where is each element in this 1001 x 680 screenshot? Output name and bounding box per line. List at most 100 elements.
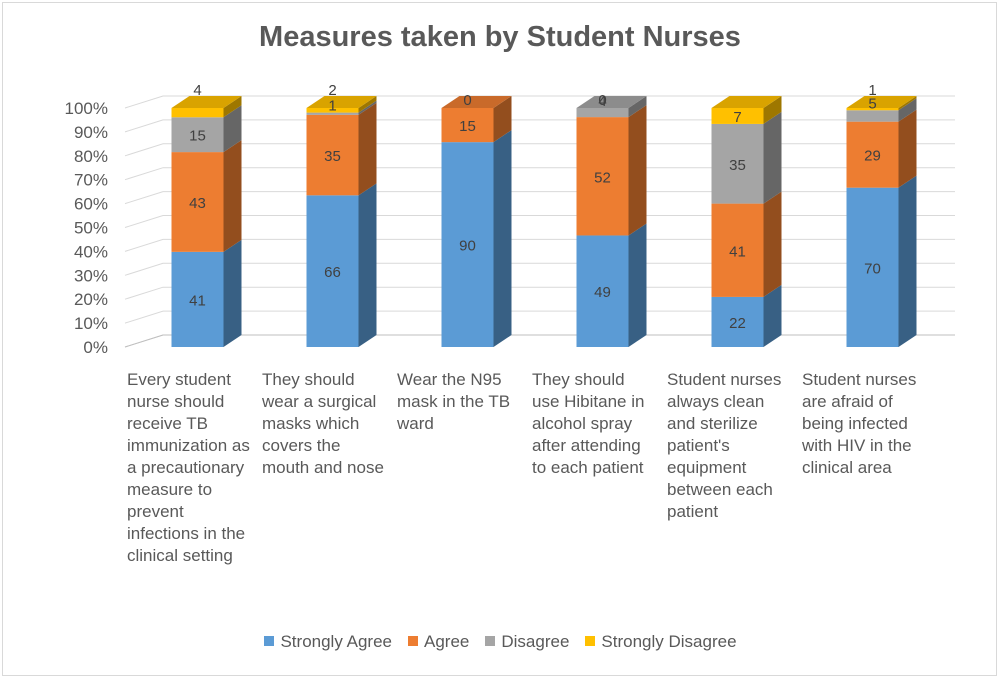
bar-front	[441, 108, 494, 143]
gridlines	[124, 95, 955, 348]
data-label: 5	[868, 95, 876, 112]
bar-front	[171, 117, 224, 153]
gridline	[124, 191, 955, 205]
bar-side	[628, 223, 647, 347]
bar-front	[576, 108, 629, 118]
bar-segment-strongly-agree	[171, 239, 242, 347]
bar-front	[846, 187, 899, 347]
bar-segment-agree	[171, 140, 242, 252]
bar-top	[576, 96, 647, 108]
bar-segment-disagree	[711, 111, 782, 204]
gridline	[124, 215, 955, 228]
bar-front	[846, 108, 899, 111]
bar-top	[441, 96, 512, 108]
legend-item: Strongly Agree	[264, 632, 392, 652]
data-label: 7	[733, 109, 741, 126]
gridline	[124, 334, 955, 348]
bar-segment-strongly-agree	[441, 130, 512, 347]
bar-segment-disagree	[171, 105, 242, 153]
bar-segment-agree	[441, 96, 512, 143]
y-tick-label: 70%	[74, 171, 108, 190]
legend-swatch	[264, 636, 275, 646]
bar-front	[306, 112, 359, 115]
bar-side	[358, 100, 377, 115]
legend-item: Agree	[407, 632, 470, 652]
legend: Strongly Agree Agree Disagree Strongly Disa…	[0, 632, 1001, 652]
bar-side	[358, 96, 377, 113]
gridline	[124, 286, 955, 300]
gridline	[124, 310, 955, 324]
bar-segment-agree	[711, 191, 782, 297]
bar-top	[171, 96, 242, 108]
y-tick-label: 10%	[74, 314, 108, 333]
data-label: 70	[864, 260, 881, 277]
y-axis-ticks: 0% 10% 20% 30% 40% 50% 60% 70% 80% 90% 100%	[65, 99, 108, 357]
legend-label: Strongly Agree	[280, 632, 392, 651]
legend-label: Agree	[423, 632, 470, 651]
y-tick-label: 0%	[83, 338, 108, 357]
bar-side	[358, 183, 377, 347]
data-label: 0	[598, 92, 606, 109]
x-category-label: They should wear a surgical masks which …	[262, 370, 384, 477]
floor-line	[124, 334, 955, 348]
bar-front	[306, 108, 359, 113]
bar-side	[898, 96, 917, 111]
bar-top	[306, 96, 377, 108]
bar-front	[306, 114, 359, 196]
bar-segment-strongly-disagree	[846, 96, 917, 111]
legend-item: Disagree	[485, 632, 569, 652]
data-label: 2	[328, 82, 336, 99]
data-label: 4	[193, 82, 201, 99]
y-tick-label: 40%	[74, 242, 108, 261]
data-label: 29	[864, 148, 881, 165]
bar-segment-disagree	[576, 96, 647, 118]
bar-side	[493, 96, 512, 143]
data-label: 43	[189, 195, 206, 212]
bars	[171, 96, 917, 347]
data-label: 0	[463, 92, 471, 109]
legend-swatch	[485, 636, 496, 646]
legend-label: Disagree	[501, 632, 570, 651]
bar-segment-strongly-disagree	[711, 96, 782, 124]
bar-side	[223, 140, 242, 252]
bar-segment-disagree	[846, 98, 917, 122]
gridline	[124, 167, 955, 181]
bar-front	[576, 235, 629, 347]
bar-front	[441, 142, 494, 347]
x-category-label: Student nurses are afraid of being infec…	[802, 370, 917, 477]
data-label: 35	[324, 148, 341, 165]
bar-front	[711, 203, 764, 297]
data-label: 41	[189, 292, 206, 309]
legend-item: Strongly Disagree	[585, 632, 737, 652]
bar-side	[628, 96, 647, 118]
legend-swatch	[407, 636, 418, 646]
bar-segment-disagree	[306, 100, 377, 115]
data-label: 66	[324, 264, 341, 281]
data-label: 1	[868, 82, 876, 99]
bar-side	[223, 96, 242, 118]
bar-side	[763, 284, 782, 347]
bar-segment-strongly-agree	[711, 284, 782, 347]
data-label: 49	[594, 284, 611, 301]
data-label: 41	[729, 243, 746, 260]
data-label: 1	[328, 98, 336, 115]
x-category-label: Wear the N95 mask in the TB ward	[397, 370, 511, 433]
bar-segment-strongly-disagree	[171, 96, 242, 118]
bar-front	[171, 251, 224, 347]
x-category-label: They should use Hibitane in alcohol spra…	[532, 370, 645, 477]
bar-front	[576, 117, 629, 236]
y-tick-label: 30%	[74, 266, 108, 285]
chart-title: Measures taken by Student Nurses	[259, 21, 741, 53]
gridline	[124, 143, 955, 157]
x-category-label: Every student nurse should receive TB im…	[127, 370, 250, 565]
bar-segment-agree	[846, 109, 917, 188]
bar-front	[171, 108, 224, 118]
bar-front	[846, 110, 899, 122]
data-label: 35	[729, 157, 746, 174]
bar-side	[628, 105, 647, 236]
bar-segment-strongly-agree	[576, 223, 647, 347]
bar-top	[711, 96, 782, 108]
bar-side	[763, 191, 782, 297]
bar-side	[493, 130, 512, 347]
bar-front	[171, 152, 224, 252]
